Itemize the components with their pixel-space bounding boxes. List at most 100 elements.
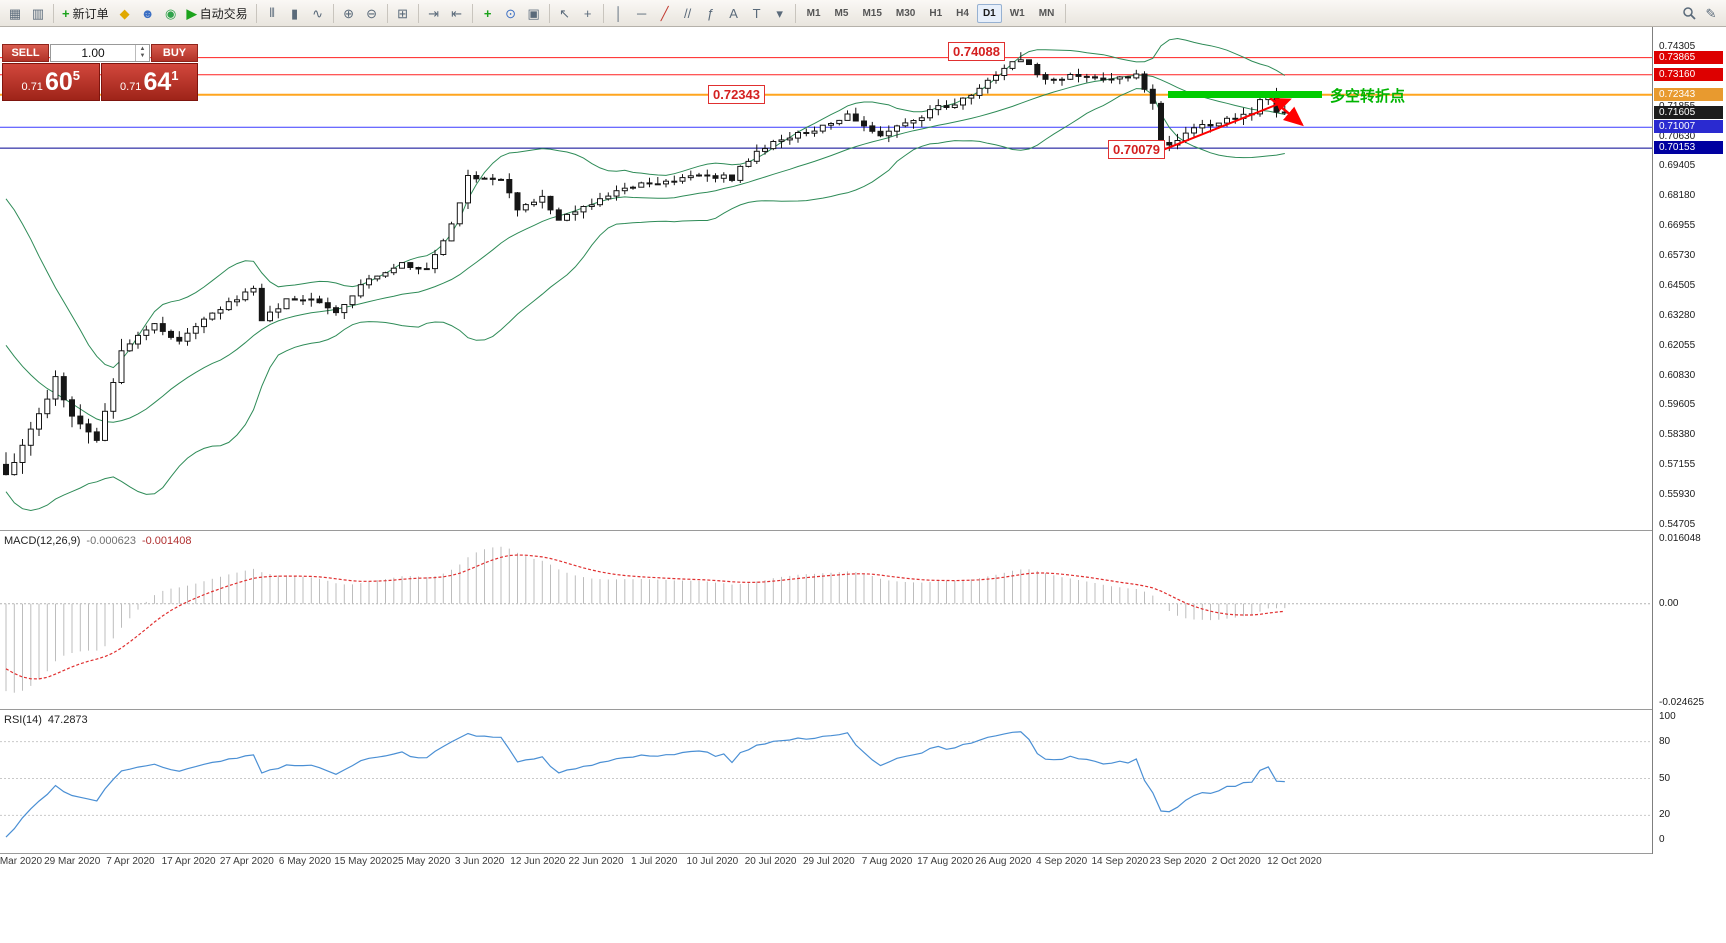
macd-panel[interactable] <box>0 531 1652 709</box>
zoom-in-icon: ⊕ <box>343 5 355 21</box>
date-label: 20 Jul 2020 <box>744 856 797 867</box>
axis-label: 0.59605 <box>1659 399 1696 411</box>
axis-label: 50 <box>1659 772 1671 784</box>
profiles-icon: ▥ <box>31 5 45 21</box>
new-chart-icon: ▦ <box>8 5 22 21</box>
toolbar-separator <box>471 3 473 23</box>
expert-advisors-icon: ◆ <box>119 5 130 21</box>
support-zone-line[interactable] <box>1168 91 1322 99</box>
text-label-button[interactable]: T <box>746 2 768 24</box>
date-label: 6 May 2020 <box>278 856 332 867</box>
tf-h1-button[interactable]: H1 <box>923 4 948 23</box>
horizontal-line-button[interactable]: ─ <box>631 2 653 24</box>
search-button[interactable] <box>1678 2 1700 24</box>
price-badge: 0.71605 <box>1654 105 1723 119</box>
trendline-button[interactable]: ╱ <box>654 2 676 24</box>
market-button[interactable]: ◉ <box>160 2 182 24</box>
price-annotation[interactable]: 0.70079 <box>1108 139 1165 159</box>
tf-m5-button[interactable]: M5 <box>829 4 855 23</box>
text-icon: A <box>729 5 738 21</box>
price-chart[interactable] <box>0 27 1652 530</box>
zoom-in-button[interactable]: ⊕ <box>338 2 360 24</box>
price-axis[interactable]: 0.743050.718550.706300.694050.681800.669… <box>1652 27 1726 854</box>
sell-price-big: 60 <box>44 67 73 96</box>
date-label: 3 Jun 2020 <box>454 856 505 867</box>
tf-m1-button[interactable]: M1 <box>801 4 827 23</box>
turning-point-note[interactable]: 多空转折点 <box>1330 88 1406 106</box>
new-order-icon: + <box>62 5 70 21</box>
toolbar-separator <box>1065 3 1067 23</box>
community-button[interactable]: ☻ <box>137 2 159 24</box>
periods-button[interactable]: ⊙ <box>500 2 522 24</box>
new-chart-button[interactable]: ▦ <box>4 2 26 24</box>
profiles-button[interactable]: ▥ <box>27 2 49 24</box>
price-badge: 0.73160 <box>1654 67 1723 81</box>
new-order-button[interactable]: + 新订单 <box>58 2 113 24</box>
expert-advisors-button[interactable]: ◆ <box>114 2 136 24</box>
trendline-icon: ╱ <box>660 5 669 21</box>
spinner-up-icon[interactable]: ▲ <box>139 46 146 52</box>
sell-button[interactable]: SELL <box>2 44 49 62</box>
axis-label: 0.00 <box>1659 597 1679 609</box>
volume-value: 1.00 <box>81 46 105 60</box>
chart-shift-button[interactable]: ⇤ <box>446 2 468 24</box>
grid-button[interactable]: ⊞ <box>392 2 414 24</box>
toolbar-separator <box>255 3 257 23</box>
macd-label-row: MACD(12,26,9) -0.000623 -0.001408 <box>4 535 192 547</box>
line-chart-button[interactable]: ∿ <box>307 2 329 24</box>
auto-scroll-button[interactable]: ⇥ <box>423 2 445 24</box>
axis-label: 0.60830 <box>1659 369 1696 381</box>
price-badge: 0.71007 <box>1654 120 1723 134</box>
panel-divider[interactable] <box>0 853 1726 854</box>
vertical-line-button[interactable]: │ <box>608 2 630 24</box>
toolbar-separator <box>386 3 388 23</box>
tf-h4-button[interactable]: H4 <box>950 4 975 23</box>
zoom-out-icon: ⊖ <box>366 5 378 21</box>
spinner-down-icon[interactable]: ▼ <box>139 53 146 59</box>
panel-divider[interactable] <box>0 709 1726 710</box>
axis-label: 0.58380 <box>1659 429 1696 441</box>
date-label: 27 Apr 2020 <box>219 856 274 867</box>
volume-spinner[interactable]: ▲ ▼ <box>135 45 149 61</box>
macd-signal-value: -0.001408 <box>141 535 192 547</box>
zoom-out-button[interactable]: ⊖ <box>361 2 383 24</box>
autotrading-label: 自动交易 <box>199 6 248 21</box>
panel-divider[interactable] <box>0 530 1726 531</box>
cursor-button[interactable]: ↖ <box>554 2 576 24</box>
vertical-line-icon: │ <box>614 5 623 21</box>
price-annotation[interactable]: 0.74088 <box>948 42 1005 62</box>
tf-w1-button[interactable]: W1 <box>1004 4 1031 23</box>
buy-price-button[interactable]: 0.71 64 1 <box>100 63 198 101</box>
text-button[interactable]: A <box>723 2 745 24</box>
axis-label: 0.62055 <box>1659 339 1696 351</box>
tf-m30-button[interactable]: M30 <box>890 4 921 23</box>
arrows-button[interactable]: ▾ <box>769 2 791 24</box>
indicators-button[interactable]: + <box>477 2 499 24</box>
autotrading-button[interactable]: ▶ 自动交易 <box>183 2 252 24</box>
axis-label: 0.66955 <box>1659 220 1696 232</box>
edit-button[interactable]: ✎ <box>1700 2 1722 24</box>
price-badge: 0.73865 <box>1654 50 1723 64</box>
tf-d1-button[interactable]: D1 <box>976 3 1002 23</box>
buy-button[interactable]: BUY <box>151 44 198 62</box>
tf-mn-button[interactable]: MN <box>1033 4 1061 23</box>
date-label: 26 Aug 2020 <box>975 856 1032 867</box>
channel-button[interactable]: // <box>677 2 699 24</box>
templates-button[interactable]: ▣ <box>523 2 545 24</box>
price-annotation[interactable]: 0.72343 <box>708 84 765 104</box>
date-label: 2 Oct 2020 <box>1211 856 1261 867</box>
candlestick-chart-button[interactable]: ▮ <box>284 2 306 24</box>
axis-label: 80 <box>1659 735 1671 747</box>
sell-price-button[interactable]: 0.71 60 5 <box>2 63 100 101</box>
tf-m15-button[interactable]: M15 <box>856 4 887 23</box>
volume-input[interactable]: 1.00 ▲ ▼ <box>50 44 150 62</box>
rsi-panel[interactable] <box>0 710 1652 853</box>
auto-scroll-icon: ⇥ <box>428 5 440 21</box>
fibonacci-button[interactable]: ƒ <box>700 2 722 24</box>
bar-chart-button[interactable]: ||| <box>261 2 283 24</box>
crosshair-button[interactable]: + <box>577 2 599 24</box>
one-click-trading-panel: SELL 1.00 ▲ ▼ BUY 0.71 60 5 0.71 64 1 <box>2 44 198 101</box>
date-label: 14 Sep 2020 <box>1091 856 1149 867</box>
